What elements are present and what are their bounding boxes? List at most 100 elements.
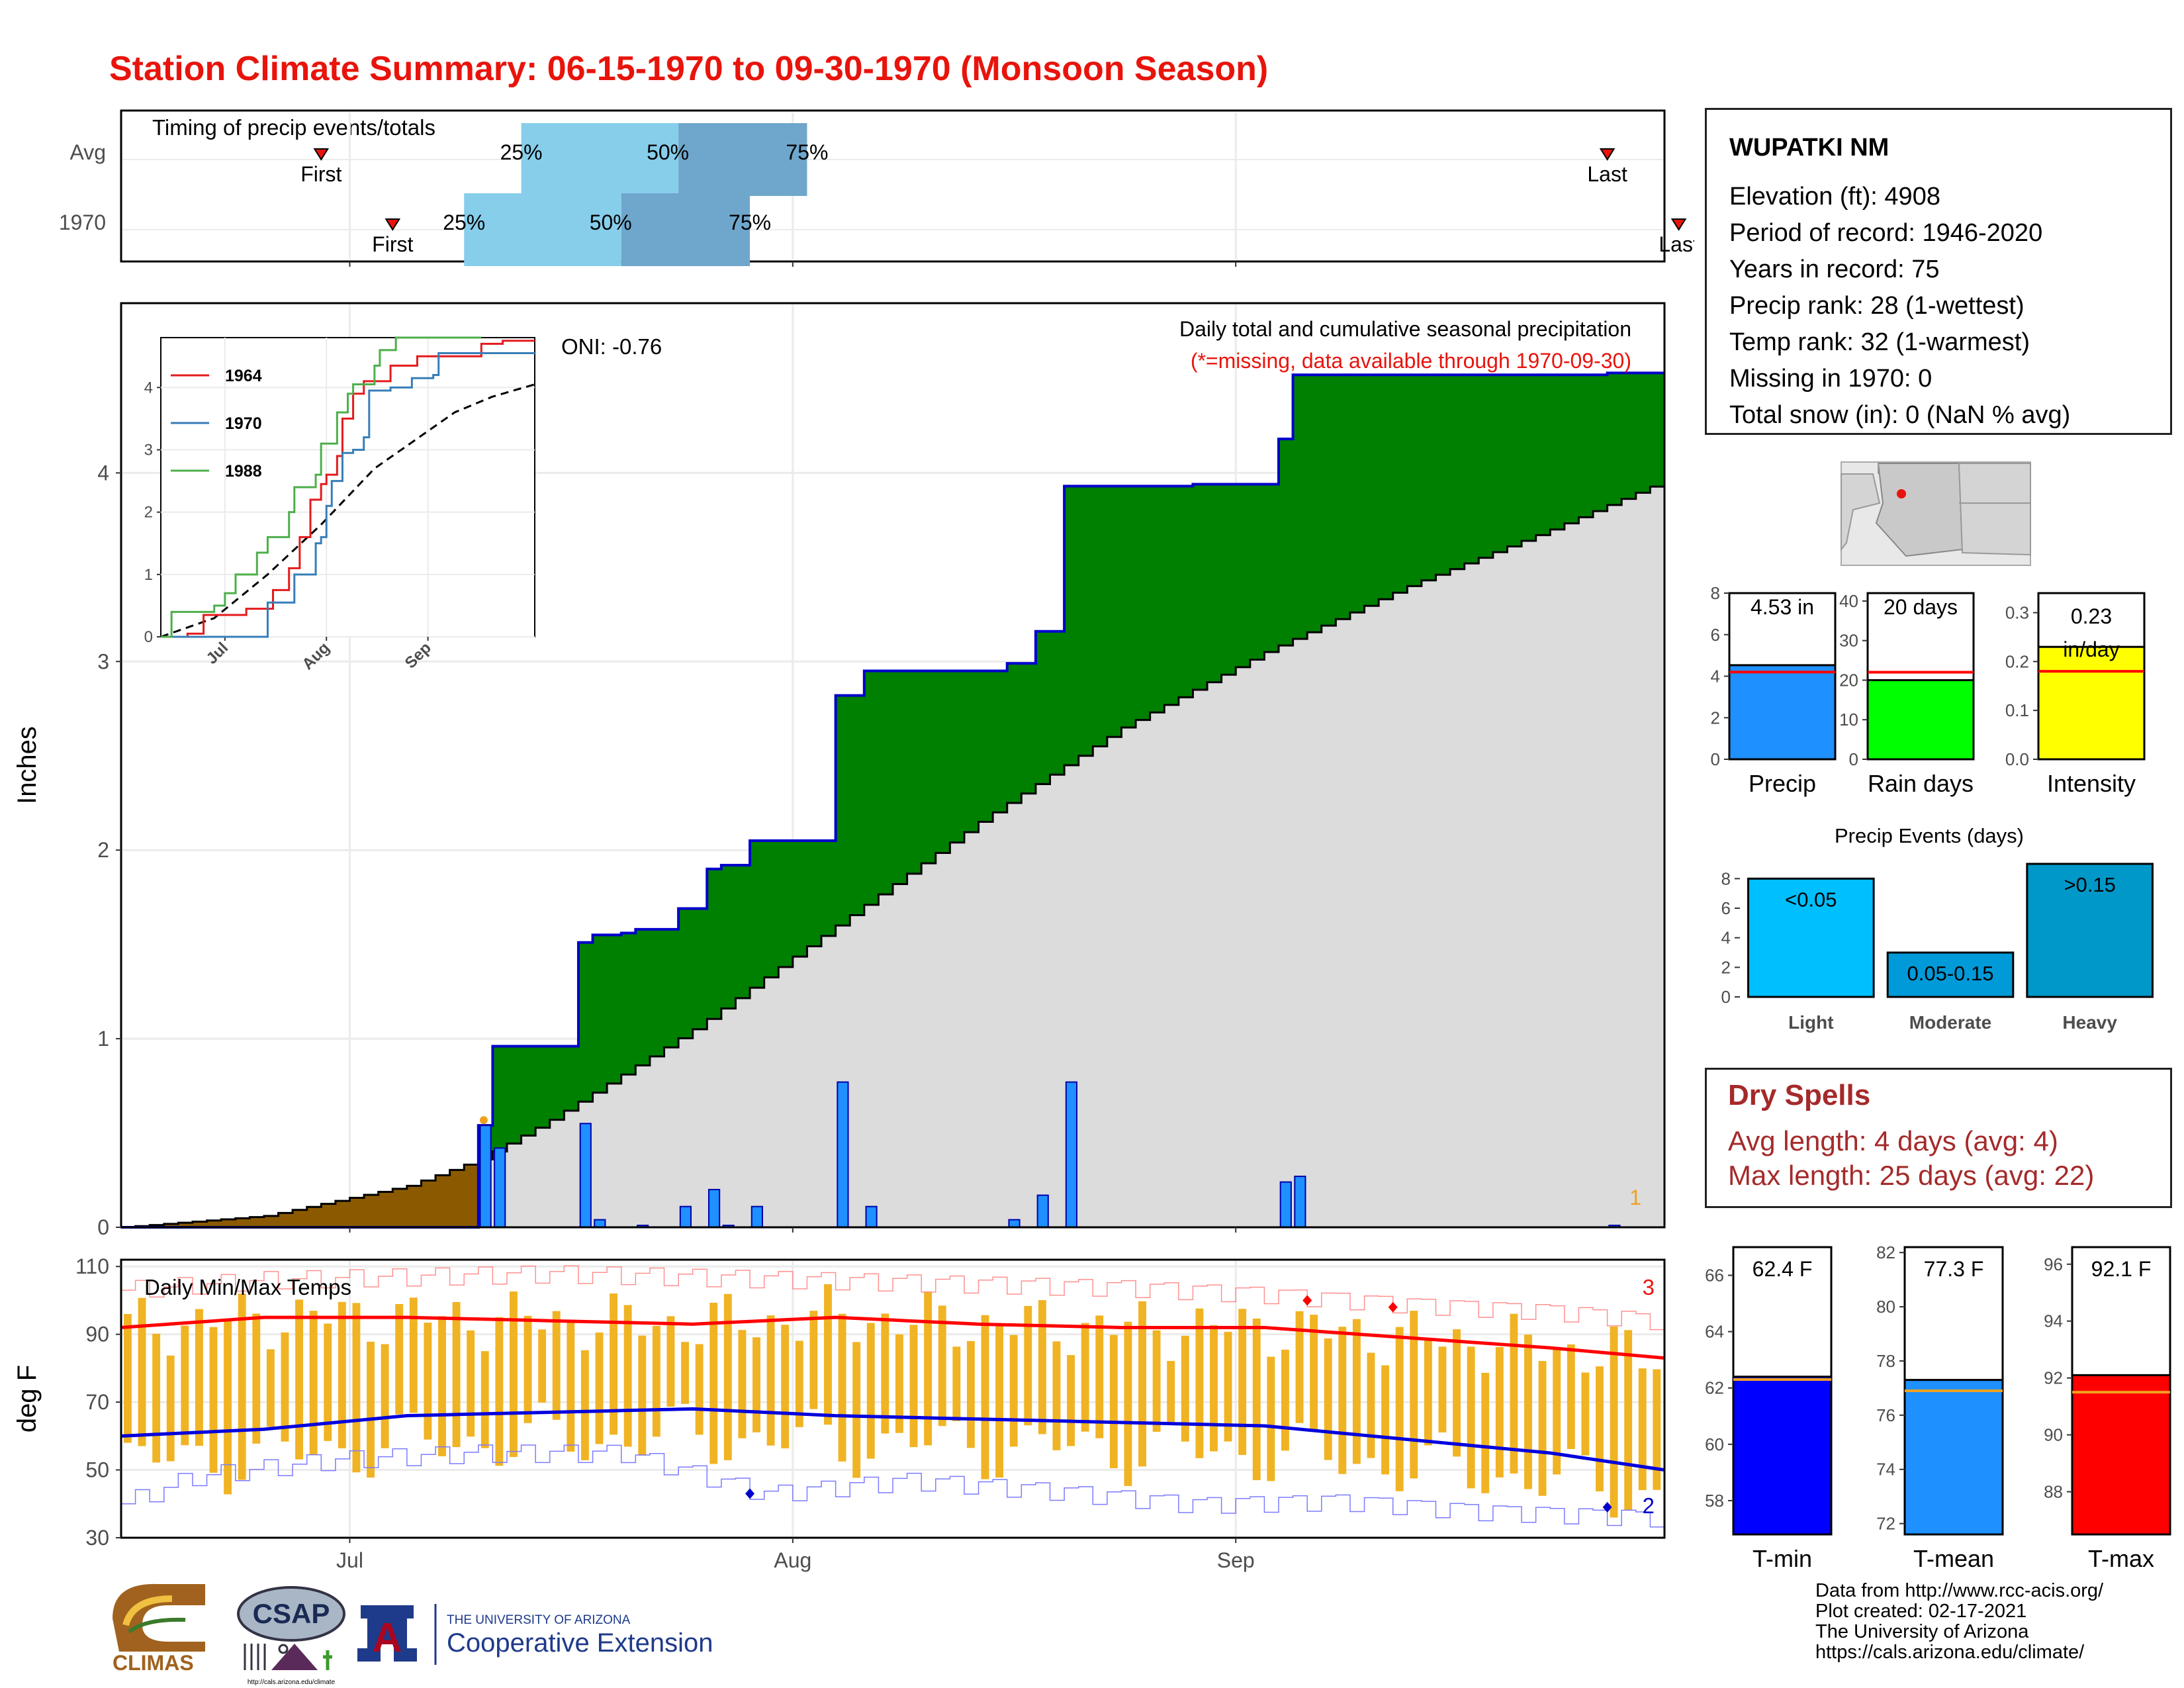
daily-temp-bar (795, 1340, 803, 1427)
temp-y-tick-label: 110 (75, 1254, 109, 1278)
precip-y-tick-label: 4 (97, 461, 109, 485)
daily-temp-bar (866, 1323, 875, 1459)
summary-y-tick-label: 0.3 (2005, 603, 2029, 623)
dry-avg-length: Avg length: 4 days (avg: 4) (1728, 1125, 2058, 1156)
timing-first-label: First (300, 162, 341, 186)
credits-line-3: The University of Arizona (1815, 1621, 2029, 1642)
daily-temp-bar (409, 1297, 418, 1413)
station-precip-rank: Precip rank: 28 (1-wettest) (1729, 292, 2025, 320)
daily-temp-bar (124, 1313, 132, 1443)
events-y-tick-label: 4 (1721, 928, 1731, 948)
temp-summary-y-tick-label: 96 (2044, 1254, 2063, 1274)
daily-temp-bar (1424, 1339, 1432, 1446)
daily-temp-bar (309, 1311, 318, 1455)
temp-summary-y-tick-label: 58 (1705, 1491, 1724, 1511)
daily-temp-bar (1581, 1372, 1590, 1456)
daily-temp-bar (424, 1323, 432, 1440)
timing-bar-25-50 (521, 123, 679, 196)
daily-precip-bar (594, 1219, 606, 1229)
daily-temp-bar (1267, 1356, 1275, 1481)
timing-row-label-avg: Avg (69, 140, 106, 164)
timing-bar-25-50 (464, 193, 621, 266)
timing-q50-label: 50% (590, 211, 632, 234)
station-temp-rank: Temp rank: 32 (1-warmest) (1729, 328, 2030, 356)
credits-line-4: https://cals.arizona.edu/climate/ (1815, 1642, 2085, 1663)
event-bar-Light (1747, 877, 1875, 998)
summary-y-tick-label: 2 (1711, 708, 1720, 727)
daily-temp-bar (1167, 1360, 1175, 1422)
timing-first-marker (385, 218, 401, 231)
daily-temp-bar (338, 1301, 346, 1448)
avg-cumulative-area (121, 480, 1664, 1227)
summary-y-tick-label: 0.2 (2005, 651, 2029, 671)
temp-y-tick-label: 90 (85, 1323, 109, 1346)
temp-summary-y-tick-label: 80 (1876, 1297, 1895, 1317)
temp-summary-category-label: T-mean (1913, 1545, 1994, 1572)
daily-temp-bar (538, 1329, 547, 1403)
summary-y-tick-label: 0.1 (2005, 700, 2029, 720)
dry-max-length: Max length: 25 days (avg: 22) (1728, 1160, 2095, 1191)
daily-temp-bar (1067, 1355, 1075, 1446)
temp-summary-y-tick-label: 88 (2044, 1482, 2063, 1502)
daily-temp-bar (723, 1293, 732, 1460)
daily-temp-bar (1638, 1368, 1647, 1491)
daily-temp-bar (1367, 1352, 1375, 1458)
daily-temp-bar (1038, 1300, 1046, 1434)
event-bar-label: 0.05-0.15 (1907, 962, 1994, 985)
daily-temp-bar (1553, 1346, 1561, 1475)
inset-y-tick-label: 0 (144, 628, 153, 646)
temp-summary-value-label: 77.3 F (1924, 1257, 1984, 1281)
daily-temp-bar (1395, 1327, 1404, 1491)
climas-logo-text: CLIMAS (113, 1651, 194, 1675)
timing-last-marker (1599, 148, 1615, 161)
daily-temp-bar (1224, 1331, 1232, 1442)
daily-temp-bar (281, 1332, 289, 1442)
timing-last-label: Last (1659, 232, 1694, 256)
summary-bars: 0 2 4 6 8 4.53 in Precip 0 10 20 30 40 20 days Rain d… (1711, 583, 2146, 797)
credits: Data from http://www.rcc-acis.org/ Plot … (1815, 1581, 2103, 1663)
event-bar-Moderate (1886, 951, 2015, 998)
timing-first-marker (313, 148, 330, 161)
record-min-line (121, 1444, 1665, 1528)
daily-temp-bar (1510, 1313, 1518, 1474)
location-map (1841, 461, 2031, 566)
summary-y-tick-label: 0 (1711, 749, 1720, 769)
csap-url-text: http://cals.arizona.edu/climate (248, 1679, 336, 1686)
inset-series-1964 (161, 340, 535, 638)
daily-temp-bar (909, 1325, 918, 1448)
x-tick-label: Aug (774, 1548, 811, 1572)
daily-temp-bar (824, 1284, 832, 1425)
timing-bar-50-75 (678, 123, 807, 196)
summary-y-tick-label: 20 (1839, 670, 1858, 690)
daily-temp-bar (1495, 1346, 1504, 1477)
timing-q25-label: 25% (443, 211, 485, 234)
summary-value-label: 0.23 (2071, 604, 2112, 628)
main-chart: Timing of precip events/totals Avg 1970 … (13, 109, 1694, 1572)
daily-precip-bar (1294, 1176, 1306, 1228)
summary-category-label: Precip (1749, 770, 1816, 797)
daily-temp-bar (1052, 1341, 1061, 1450)
precip-y-tick-label: 1 (97, 1027, 109, 1051)
summary-y-tick-label: 0.0 (2005, 749, 2029, 769)
daily-temp-bar (1310, 1315, 1318, 1431)
temp-summary-y-tick-label: 82 (1876, 1243, 1895, 1262)
daily-temp-bar (1352, 1319, 1361, 1464)
station-name: WUPATKI NM (1729, 134, 1889, 162)
record-high-count: 3 (1643, 1275, 1655, 1299)
daily-temp-bar (195, 1309, 203, 1446)
daily-temp-bar (1138, 1301, 1146, 1467)
temp-y-axis-label: deg F (13, 1365, 42, 1432)
summary-y-tick-label: 30 (1839, 631, 1858, 651)
daily-temp-bar (495, 1317, 504, 1466)
inset-series-1988 (161, 336, 482, 638)
timing-row-label-1970: 1970 (59, 211, 106, 234)
temp-summary-y-tick-label: 78 (1876, 1351, 1895, 1371)
daily-precip-bar (679, 1205, 692, 1229)
daily-temp-bar (1238, 1309, 1247, 1455)
precip-y-tick-label: 3 (97, 649, 109, 673)
temp-summary-y-tick-label: 92 (2044, 1368, 2063, 1388)
daily-temp-bar (895, 1334, 903, 1433)
event-category-label: Light (1788, 1012, 1833, 1033)
daily-precip-bar (707, 1189, 721, 1228)
